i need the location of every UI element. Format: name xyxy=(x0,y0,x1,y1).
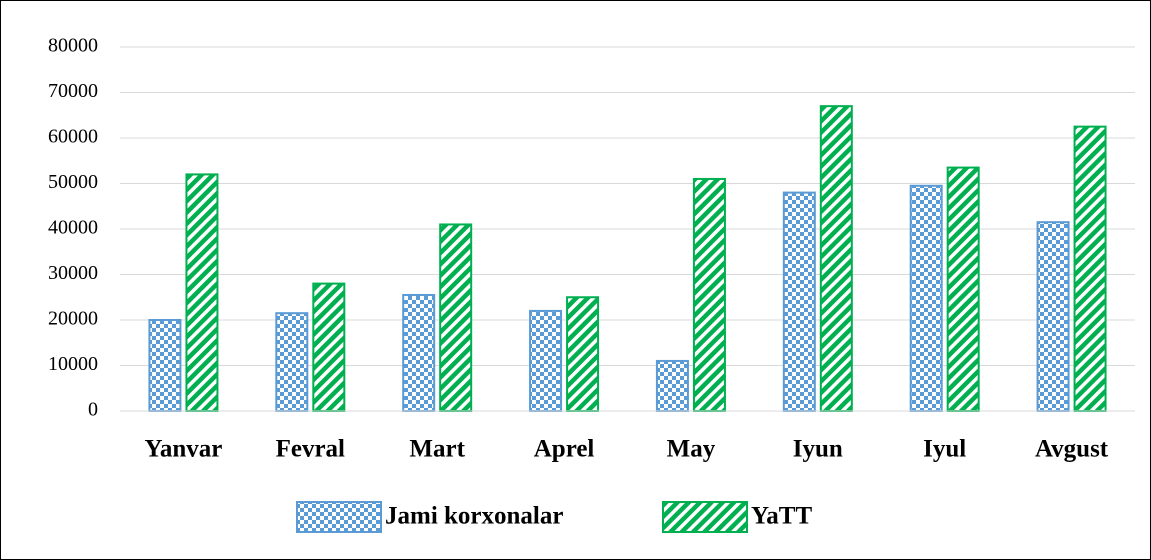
bar xyxy=(148,319,182,412)
bar xyxy=(909,184,943,412)
x-tick-label: May xyxy=(667,436,716,463)
y-tick-label: 30000 xyxy=(48,262,98,284)
y-tick-label: 40000 xyxy=(48,217,98,239)
legend-label: YaTT xyxy=(751,503,812,530)
bar xyxy=(1073,125,1107,412)
bar xyxy=(275,312,309,412)
bar xyxy=(946,166,980,412)
bar xyxy=(566,296,600,412)
y-tick-label: 80000 xyxy=(48,35,98,57)
y-tick-label: 70000 xyxy=(48,80,98,102)
bar xyxy=(1036,221,1070,412)
x-tick-label: Iyun xyxy=(793,436,843,463)
bar xyxy=(439,223,473,412)
bar xyxy=(402,293,436,413)
bar xyxy=(655,359,689,413)
x-tick-label: Mart xyxy=(409,436,465,463)
x-tick-label: Yanvar xyxy=(145,436,223,463)
x-tick-label: Fevral xyxy=(276,436,345,463)
bar xyxy=(692,177,726,412)
y-tick-label: 0 xyxy=(88,399,98,421)
y-tick-label: 60000 xyxy=(48,126,98,148)
bar xyxy=(312,282,346,413)
legend-swatch xyxy=(296,501,382,533)
x-tick-label: Aprel xyxy=(534,436,595,463)
y-tick-label: 10000 xyxy=(48,353,98,375)
bar xyxy=(782,191,816,412)
legend-label: Jami korxonalar xyxy=(385,503,563,530)
bar xyxy=(529,309,563,412)
bar xyxy=(819,105,853,413)
bar xyxy=(185,173,219,412)
x-tick-label: Iyul xyxy=(923,436,966,463)
y-tick-label: 20000 xyxy=(48,308,98,330)
y-tick-label: 50000 xyxy=(48,171,98,193)
legend-swatch xyxy=(662,501,748,533)
x-tick-label: Avgust xyxy=(1035,436,1109,463)
